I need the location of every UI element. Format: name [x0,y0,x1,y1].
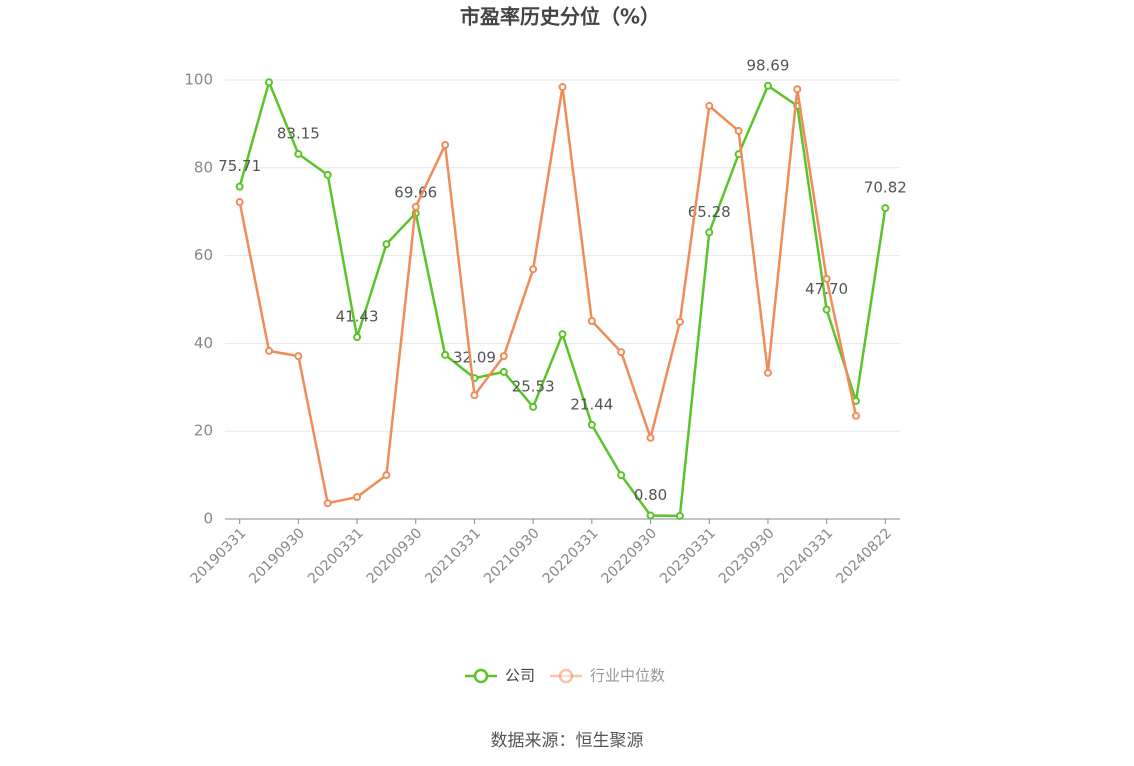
data-point [441,140,450,149]
data-point [558,330,567,339]
data-point [411,202,420,211]
x-tick-label: 20200331 [305,525,367,587]
data-point [705,101,714,110]
x-tick-label: 20230331 [657,525,719,587]
data-point [822,305,831,314]
data-point [353,333,362,342]
data-label: 21.44 [570,395,613,413]
data-point [734,126,743,135]
data-point [353,493,362,502]
legend-item: 公司 [465,667,535,685]
data-point [587,420,596,429]
data-point [499,367,508,376]
chart-title: 市盈率历史分位（%） [460,5,660,29]
x-tick-label: 20210331 [422,525,484,587]
data-point [851,411,860,420]
data-label: 32.09 [453,349,496,367]
legend-item: 行业中位数 [550,667,665,685]
data-label: 41.43 [336,308,379,326]
data-point [675,511,684,520]
x-tick-label: 20230930 [716,525,778,587]
data-point [294,352,303,361]
data-point [881,204,890,213]
y-tick-label: 40 [194,334,213,352]
data-point [382,471,391,480]
data-point [529,265,538,274]
data-point [646,511,655,520]
data-point [558,83,567,92]
data-point [822,274,831,283]
data-point [529,402,538,411]
y-tick-label: 60 [194,246,213,264]
data-label: 83.15 [277,124,320,142]
y-tick-label: 80 [194,158,213,176]
x-tick-label: 20220331 [540,525,602,587]
x-tick-label: 20240331 [775,525,837,587]
data-label: 69.66 [394,184,437,202]
legend-label: 行业中位数 [590,667,665,685]
data-point [441,350,450,359]
data-point [294,149,303,158]
x-tick-label: 20240822 [833,525,895,587]
data-point [587,317,596,326]
data-point [265,346,274,355]
data-point [265,78,274,87]
data-label: 98.69 [746,56,789,74]
x-tick-label: 20210930 [481,525,543,587]
data-point [675,317,684,326]
data-label: 0.80 [634,486,667,504]
x-tick-label: 20200930 [364,525,426,587]
data-point [235,182,244,191]
series-line [238,78,887,518]
data-label: 47.70 [805,280,848,298]
legend-swatch-marker [558,668,574,684]
data-point [617,471,626,480]
y-tick-label: 0 [203,510,213,528]
data-point [793,85,802,94]
series-line [238,86,858,505]
data-point [382,240,391,249]
data-label: 25.53 [512,377,555,395]
data-point [235,198,244,207]
data-point [323,499,332,508]
data-point [617,348,626,357]
data-point [499,352,508,361]
data-point [646,433,655,442]
data-label: 75.71 [218,157,261,175]
legend-label: 公司 [505,667,535,685]
data-label: 65.28 [688,203,731,221]
data-point [763,81,772,90]
data-point [705,228,714,237]
data-label: 70.82 [864,179,907,197]
source-note: 数据来源：恒生聚源 [491,731,644,751]
x-tick-label: 20220930 [598,525,660,587]
x-tick-label: 20190930 [246,525,308,587]
data-point [323,170,332,179]
legend-swatch-marker [473,668,489,684]
y-tick-label: 100 [184,71,213,89]
y-tick-label: 20 [194,422,213,440]
data-point [763,368,772,377]
data-point [470,391,479,400]
x-tick-label: 20190331 [188,525,250,587]
